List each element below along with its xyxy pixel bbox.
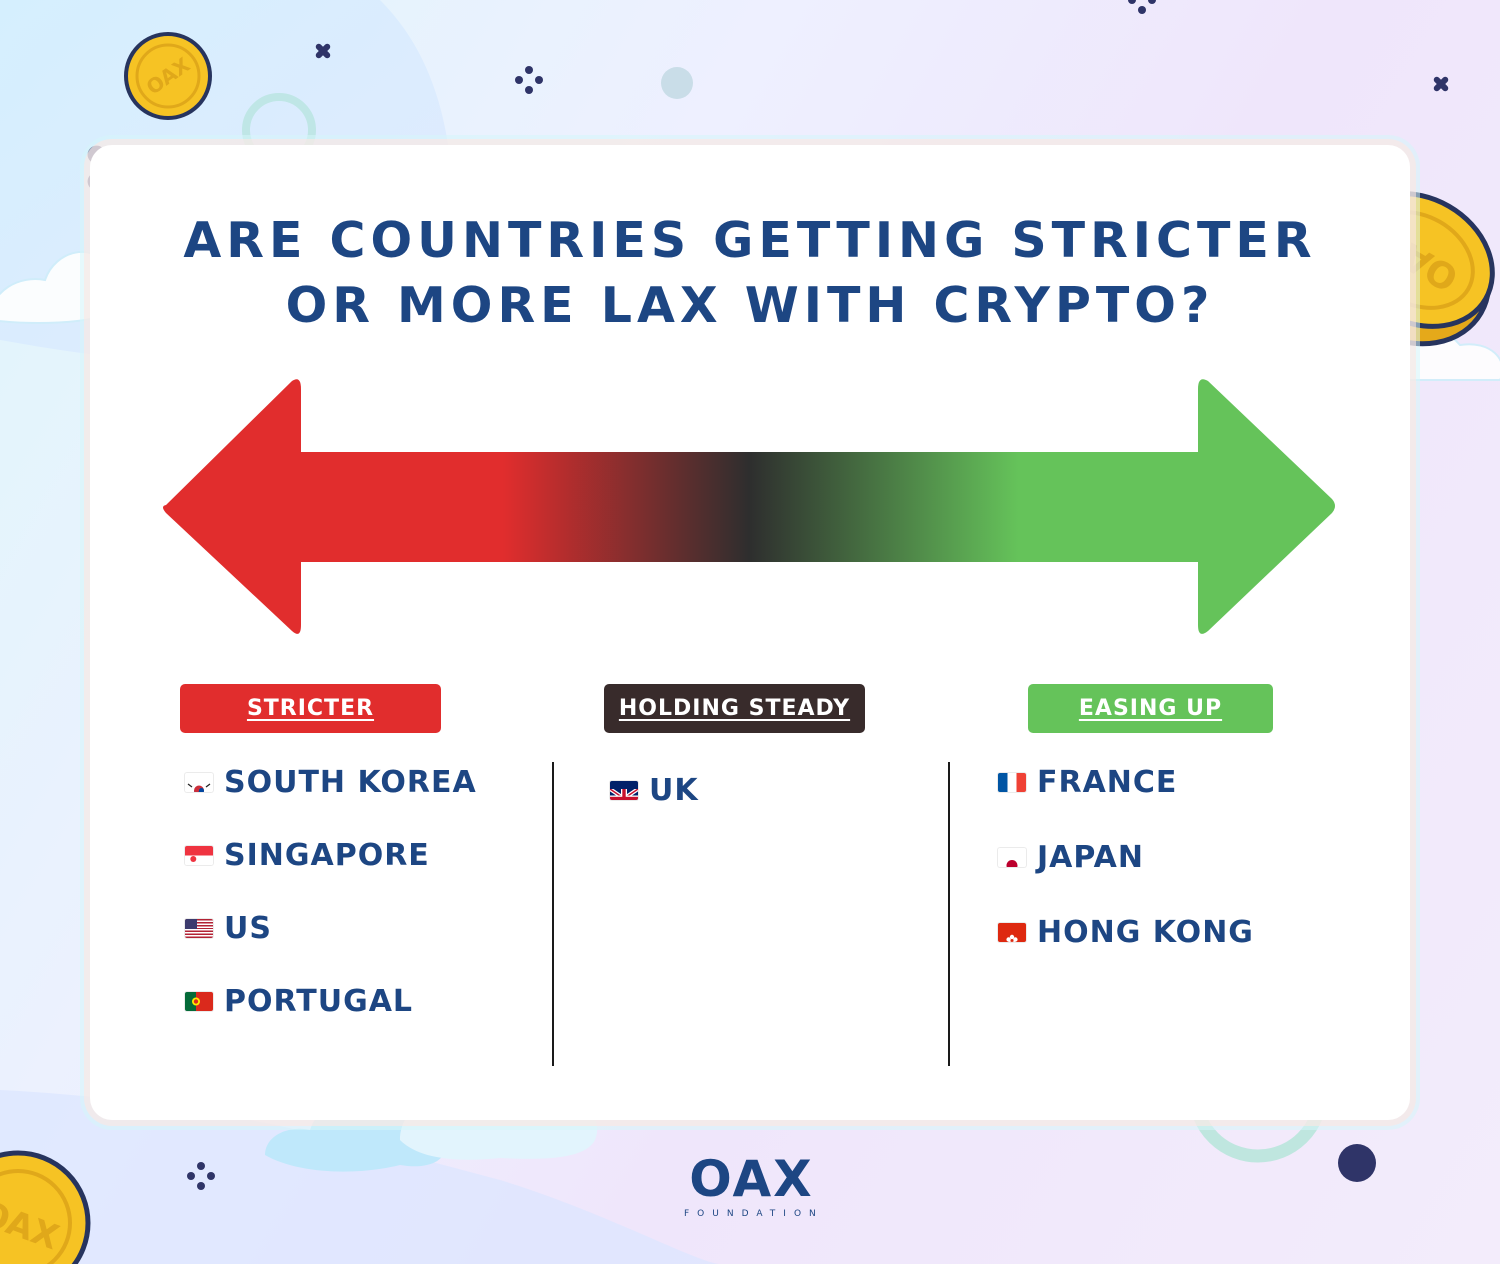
country-name: UK xyxy=(649,773,699,808)
coin-icon: OAX xyxy=(0,1150,91,1264)
country-item: UK xyxy=(610,773,699,808)
singapore-flag-icon xyxy=(185,846,213,865)
japan-flag-icon xyxy=(998,848,1026,867)
country-name: US xyxy=(224,911,272,946)
country-name: SOUTH KOREA xyxy=(224,765,477,800)
us-flag-icon xyxy=(185,919,213,938)
country-item: JAPAN xyxy=(998,840,1144,875)
logo-name: OAX xyxy=(689,1150,814,1208)
country-name: FRANCE xyxy=(1037,765,1178,800)
stricter-label: STRICTER xyxy=(180,684,441,733)
country-item: US xyxy=(185,911,272,946)
country-name: JAPAN xyxy=(1037,840,1144,875)
france-flag-icon xyxy=(998,773,1026,792)
country-item: SINGAPORE xyxy=(185,838,430,873)
coin-icon: OAX xyxy=(124,32,212,120)
country-name: HONG KONG xyxy=(1037,915,1254,950)
title-line-1: ARE COUNTRIES GETTING STRICTER xyxy=(183,212,1317,269)
title-line-2: OR MORE LAX WITH CRYPTO? xyxy=(285,277,1215,334)
country-item: FRANCE xyxy=(998,765,1177,800)
uk-flag-icon xyxy=(610,781,638,800)
country-name: SINGAPORE xyxy=(224,838,430,873)
holding-steady-label: HOLDING STEADY xyxy=(604,684,865,733)
column-divider xyxy=(948,762,950,1066)
oax-foundation-logo: OAX FOUNDATION xyxy=(684,1150,824,1220)
content-card xyxy=(90,145,1410,1120)
hong-kong-flag-icon xyxy=(998,923,1026,942)
easing-up-label: EASING UP xyxy=(1028,684,1273,733)
country-item: HONG KONG xyxy=(998,915,1254,950)
page-title: ARE COUNTRIES GETTING STRICTER OR MORE L… xyxy=(0,208,1500,338)
south-korea-flag-icon xyxy=(185,773,213,792)
country-item: SOUTH KOREA xyxy=(185,765,477,800)
logo-tagline: FOUNDATION xyxy=(684,1209,824,1219)
double-arrow-icon xyxy=(163,379,1335,634)
country-name: PORTUGAL xyxy=(224,984,414,1019)
column-divider xyxy=(552,762,554,1066)
country-item: PORTUGAL xyxy=(185,984,413,1019)
portugal-flag-icon xyxy=(185,992,213,1011)
